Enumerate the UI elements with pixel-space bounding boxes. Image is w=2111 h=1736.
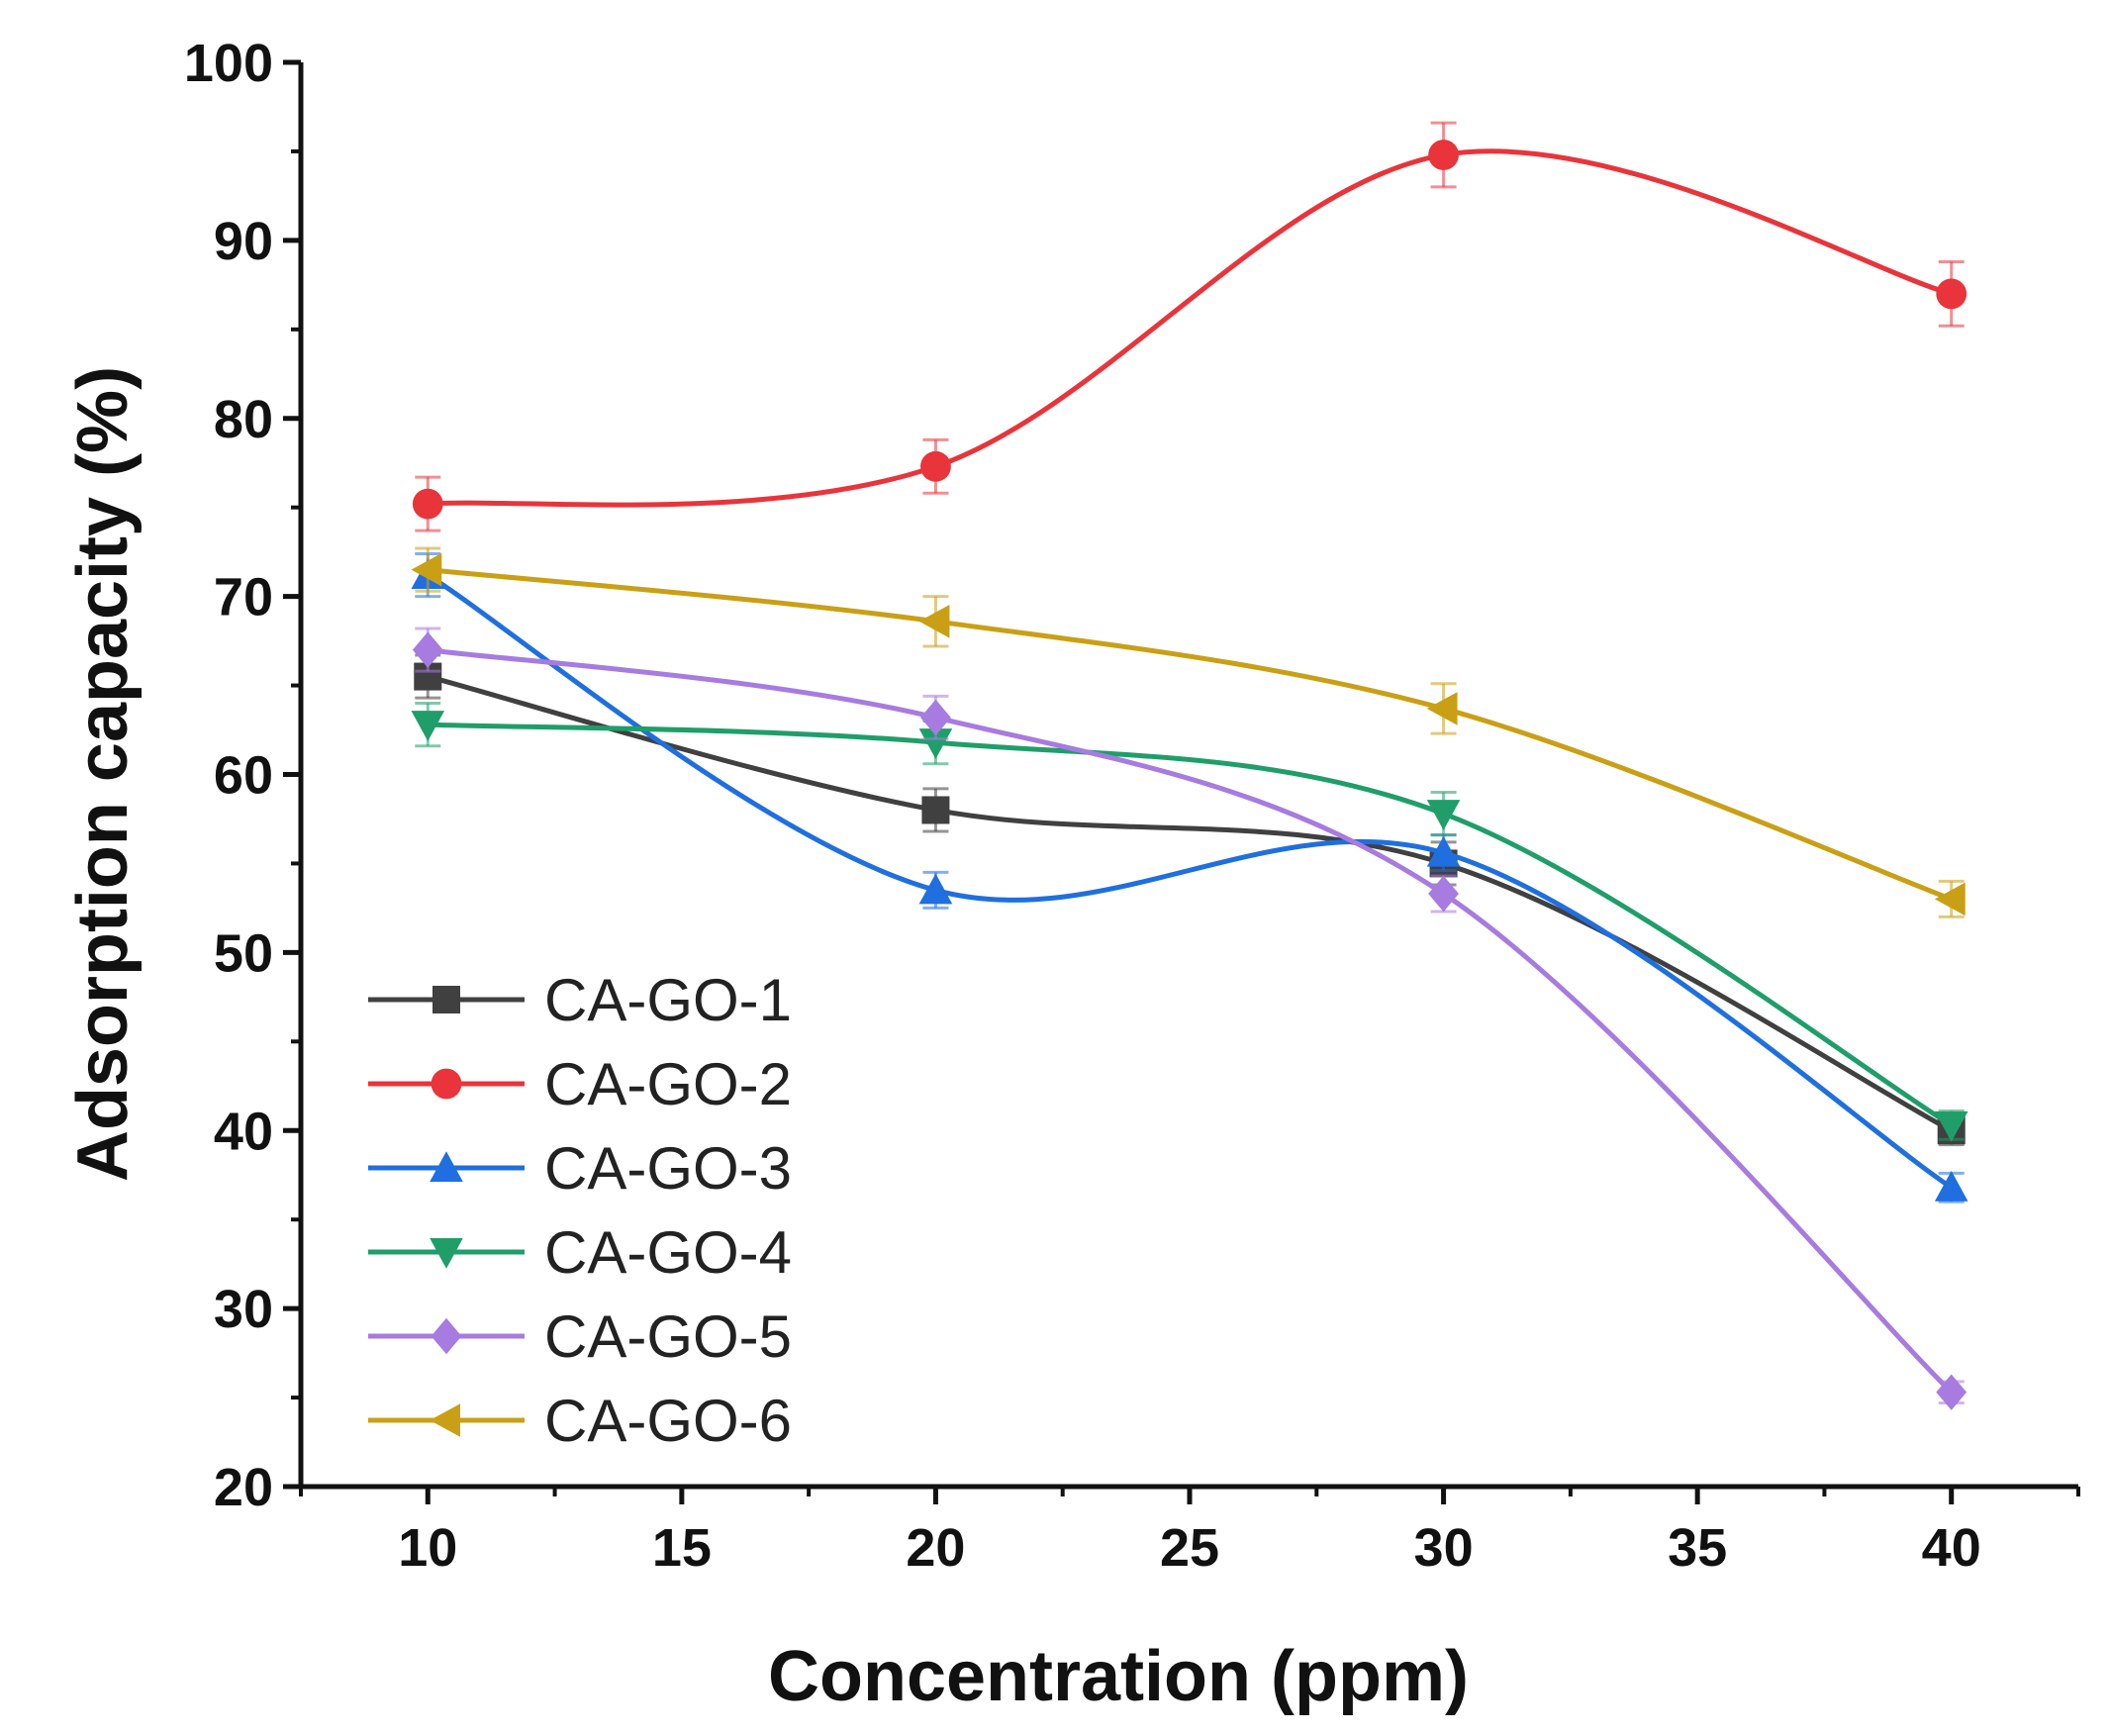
- legend-label: CA-GO-2: [544, 1051, 792, 1117]
- axes: 20 30 40 50 60 70 80 90 100 10 15 20 25 30 35 40: [184, 34, 2080, 1578]
- data-point-ca-go-5: [920, 699, 951, 736]
- series-ca-go-6: [411, 546, 1966, 918]
- series-line-ca-go-3: [426, 572, 1954, 1190]
- legend-item-ca-go-1: CA-GO-1: [368, 967, 792, 1033]
- series-line-ca-go-6: [428, 567, 1953, 902]
- x-tick-label: 25: [1160, 1518, 1219, 1578]
- series-line-ca-go-1: [427, 674, 1953, 1133]
- x-tick-label: 40: [1922, 1518, 1981, 1578]
- data-point-ca-go-3: [918, 873, 953, 905]
- legend-item-ca-go-3: CA-GO-3: [368, 1135, 792, 1202]
- data-point-ca-go-6: [1426, 692, 1458, 725]
- legend-label: CA-GO-6: [544, 1388, 792, 1454]
- legend-label: CA-GO-4: [544, 1219, 792, 1286]
- series-line-ca-go-4: [428, 722, 1954, 1127]
- x-tick-label: 15: [652, 1518, 712, 1578]
- data-point-ca-go-2: [920, 450, 951, 482]
- data-point-ca-go-6: [411, 552, 442, 587]
- data-point-ca-go-4: [1426, 800, 1461, 830]
- y-tick-label: 30: [214, 1280, 273, 1339]
- data-point-ca-go-4: [918, 728, 953, 759]
- data-point-ca-go-6: [918, 605, 950, 638]
- y-tick-label: 20: [214, 1458, 273, 1517]
- legend-marker: [431, 1068, 462, 1100]
- y-tick-label: 80: [214, 390, 273, 449]
- legend-item-ca-go-4: CA-GO-4: [368, 1219, 792, 1286]
- data-point-ca-go-4: [411, 711, 445, 741]
- data-point-ca-go-2: [1936, 278, 1967, 310]
- legend-marker: [430, 1238, 463, 1269]
- data-point-ca-go-5: [412, 631, 443, 668]
- legend-label: CA-GO-1: [544, 967, 792, 1033]
- data-point-ca-go-6: [1934, 882, 1966, 916]
- legend-marker: [430, 1403, 460, 1437]
- data-point-ca-go-5: [1936, 1374, 1967, 1410]
- y-tick-label: 70: [214, 568, 273, 627]
- y-tick-label: 50: [214, 923, 273, 983]
- legend-item-ca-go-6: CA-GO-6: [368, 1388, 792, 1454]
- data-point-ca-go-1: [921, 796, 950, 824]
- series-ca-go-4: [411, 702, 1968, 1142]
- y-axis-title: Adsorption capacity (%): [63, 366, 143, 1182]
- y-tick-label: 60: [214, 746, 273, 806]
- x-tick-label: 30: [1414, 1518, 1474, 1578]
- series-line-ca-go-2: [428, 148, 1953, 508]
- legend-item-ca-go-5: CA-GO-5: [368, 1303, 792, 1370]
- legend-marker: [431, 1317, 462, 1355]
- data-point-ca-go-2: [412, 488, 443, 520]
- series-ca-go-2: [412, 121, 1967, 532]
- x-tick-label: 10: [398, 1518, 457, 1578]
- data-point-ca-go-3: [1426, 835, 1461, 867]
- legend-label: CA-GO-5: [544, 1303, 792, 1370]
- x-axis-title: Concentration (ppm): [768, 1637, 1469, 1716]
- x-tick-label: 20: [906, 1518, 965, 1578]
- data-point-ca-go-4: [1934, 1110, 1968, 1142]
- legend: CA-GO-1 CA-GO-2 CA-GO-3 CA-GO-4 CA-GO-5 CA-GO…: [368, 967, 792, 1454]
- data-point-ca-go-5: [1428, 875, 1459, 913]
- x-tick-label: 35: [1668, 1518, 1727, 1578]
- series-ca-go-5: [412, 627, 1967, 1410]
- y-tick-label: 40: [214, 1102, 273, 1161]
- y-tick-label: 90: [214, 212, 273, 271]
- legend-label: CA-GO-3: [544, 1135, 792, 1202]
- data-point-ca-go-3: [1934, 1171, 1968, 1202]
- legend-marker: [432, 986, 460, 1013]
- y-tick-label: 100: [184, 34, 273, 93]
- legend-marker: [430, 1151, 463, 1182]
- series-line-ca-go-5: [427, 647, 1954, 1395]
- series-layer: [411, 121, 1968, 1410]
- data-point-ca-go-2: [1428, 140, 1459, 170]
- legend-item-ca-go-2: CA-GO-2: [368, 1051, 792, 1117]
